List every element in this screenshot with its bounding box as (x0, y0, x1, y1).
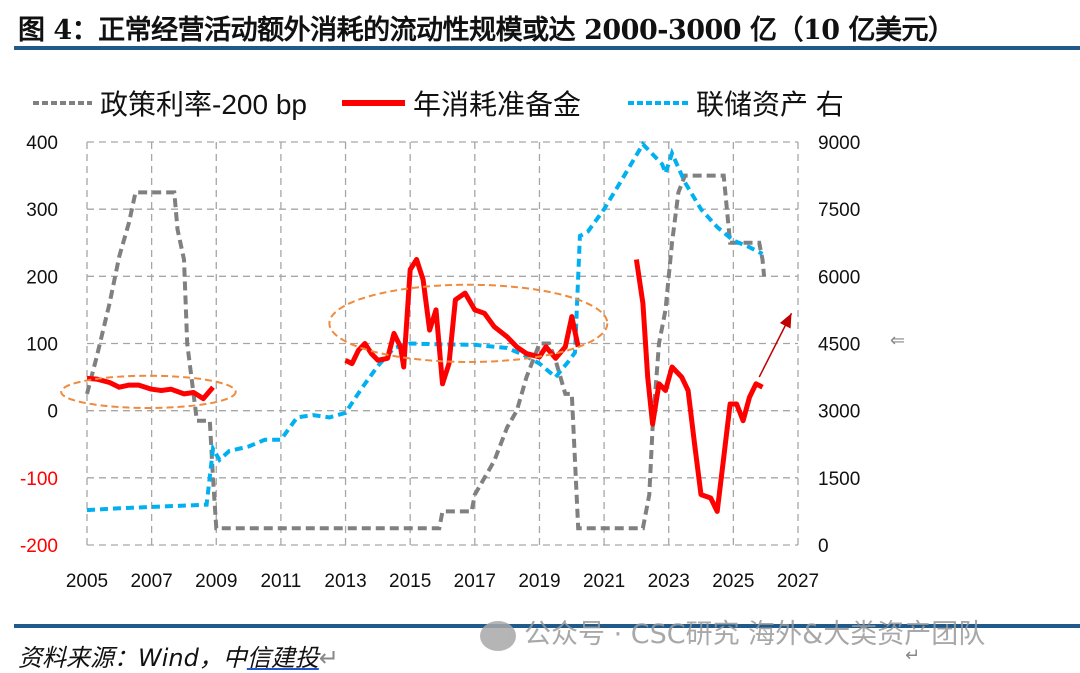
watermark-text: 公众号 · CSC研究 海外&大类资产团队 (524, 619, 986, 650)
x-tick-label: 2019 (518, 571, 560, 592)
return-mark: ↵ (318, 644, 339, 672)
legend-label-policy: 政策利率-200 bp (100, 89, 307, 120)
wechat-icon (480, 620, 516, 651)
policy-rate-line (85, 173, 767, 531)
legend-label-reserves: 年消耗准备金 (413, 89, 581, 120)
y-left-tick-label: -100 (20, 469, 58, 490)
highlight-ellipse (328, 283, 609, 363)
y-right-tick-label: 6000 (818, 267, 860, 288)
y-left-tick-label: 200 (26, 267, 58, 288)
y-right-tick-label: 9000 (818, 133, 860, 154)
y-right-tick-label: 4500 (818, 335, 860, 356)
chart-title: 图 4：正常经营活动额外消耗的流动性规模或达 2000-3000 亿（10 亿美… (18, 15, 955, 46)
y-right-tick-label: 1500 (818, 469, 860, 490)
return-mark-icon: ⇐ (890, 330, 906, 351)
source-link[interactable]: 信建投 (246, 644, 319, 672)
x-tick-label: 2017 (454, 571, 496, 592)
highlight-ellipse (60, 374, 237, 409)
y-left-tick-label: 100 (26, 335, 58, 356)
y-right-tick-label: 3000 (818, 402, 860, 423)
x-tick-label: 2007 (130, 571, 172, 592)
x-tick-label: 2023 (648, 571, 690, 592)
y-right-tick-label: 7500 (818, 200, 860, 221)
arrow-head-icon (779, 313, 792, 329)
legend-label-fed: 联储资产 右 (696, 89, 844, 120)
reserve-consumption-line (86, 375, 215, 402)
watermark: 公众号 · CSC研究 海外&大类资产团队 (480, 612, 985, 651)
x-tick-label: 2015 (389, 571, 431, 592)
x-tick-label: 2011 (260, 571, 301, 592)
x-tick-label: 2027 (777, 571, 819, 592)
x-tick-label: 2005 (66, 571, 108, 592)
x-tick-label: 2009 (195, 571, 237, 592)
y-right-tick-label: 0 (818, 536, 829, 557)
x-tick-label: 2013 (324, 571, 366, 592)
fed-assets-line (86, 140, 764, 513)
x-tick-label: 2021 (583, 571, 625, 592)
y-left-tick-label: 0 (47, 402, 58, 423)
reserve-consumption-line (633, 259, 764, 514)
source-note: 资料来源：Wind，中信建投↵ (18, 638, 339, 673)
x-tick-label: 2025 (712, 571, 754, 592)
y-left-tick-label: 300 (26, 200, 58, 221)
y-left-tick-label: -200 (20, 536, 58, 557)
y-left-tick-label: 400 (26, 133, 58, 154)
source-text: 资料来源：Wind，中 (18, 644, 247, 672)
footer-divider (14, 624, 1080, 628)
return-mark-icon: ↵ (905, 645, 921, 666)
title-divider (14, 46, 1080, 50)
